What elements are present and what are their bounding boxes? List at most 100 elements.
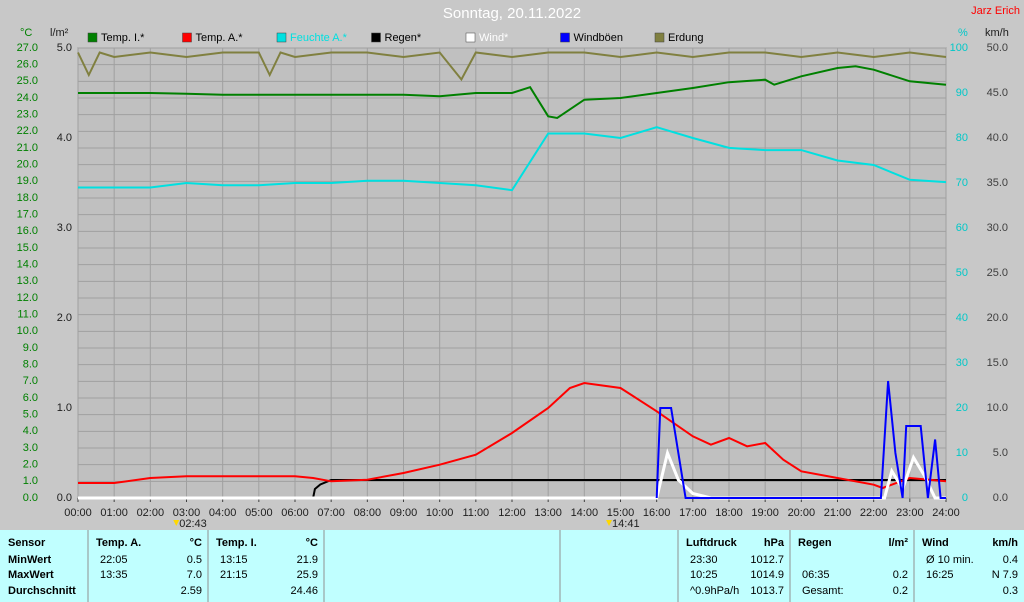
series-line <box>655 380 946 499</box>
x-tick-label: 03:00 <box>173 507 201 519</box>
y4-tick-label: 20.0 <box>987 312 1008 324</box>
y-tick-label: 9.0 <box>23 342 38 354</box>
legend-label: Feuchte A.* <box>290 32 348 44</box>
table-cell: 0.3 <box>1003 585 1018 597</box>
author: Jarz Erich <box>971 5 1020 17</box>
y3-tick-label: 70 <box>956 177 968 189</box>
labels: 00:00 01:00 02:00 03:00 04:00 05:00 06:00 07:00… <box>8 32 1018 602</box>
legend-label: Wind* <box>479 32 509 44</box>
y2-tick-label: 5.0 <box>57 42 72 54</box>
table-cell: 1012.7 <box>750 554 784 566</box>
y4-axis-unit: km/h <box>985 27 1009 39</box>
x-tick-label: 08:00 <box>354 507 382 519</box>
table-cell: 23:30 <box>690 554 718 566</box>
x-tick-label: 11:00 <box>462 507 489 519</box>
x-tick-label: 21:00 <box>824 507 852 519</box>
table-cell: 13:15 <box>220 554 248 566</box>
y-tick-label: 1.0 <box>23 475 38 487</box>
y-tick-label: 8.0 <box>23 359 38 371</box>
y3-tick-label: 80 <box>956 132 968 144</box>
table-header: Temp. I. <box>216 537 257 549</box>
y-tick-label: 20.0 <box>17 159 38 171</box>
y4-tick-label: 45.0 <box>987 87 1008 99</box>
x-tick-label: 17:00 <box>679 507 707 519</box>
table-cell: 1014.9 <box>750 569 784 581</box>
y4-tick-label: 40.0 <box>987 132 1008 144</box>
y-tick-label: 10.0 <box>17 325 38 337</box>
x-tick-label: 00:00 <box>64 507 92 519</box>
annotation-marker <box>606 520 613 526</box>
y3-tick-label: 40 <box>956 312 968 324</box>
annotation-label: 02:43 <box>179 518 207 530</box>
table-cell: ^0.9hPa/h <box>690 585 739 597</box>
table-cell: 22:05 <box>100 554 128 566</box>
y4-tick-label: 30.0 <box>987 222 1008 234</box>
table-cell: 06:35 <box>802 569 830 581</box>
y-tick-label: 22.0 <box>17 125 38 137</box>
table-header: °C <box>306 537 318 549</box>
x-tick-label: 04:00 <box>209 507 237 519</box>
table-cell: 21:15 <box>220 569 248 581</box>
x-tick-label: 16:00 <box>643 507 671 519</box>
y-tick-label: 18.0 <box>17 192 38 204</box>
table-cell: 0.2 <box>893 585 908 597</box>
x-tick-label: 05:00 <box>245 507 273 519</box>
table-cell: 21.9 <box>297 554 318 566</box>
x-tick-label: 13:00 <box>534 507 562 519</box>
table-cell: N 7.9 <box>992 569 1018 581</box>
y3-tick-label: 0 <box>962 492 968 504</box>
y-axis-unit: °C <box>20 27 32 39</box>
y2-axis-unit: l/m² <box>50 27 69 39</box>
grid <box>77 47 947 502</box>
y-tick-label: 6.0 <box>23 392 38 404</box>
y-tick-label: 15.0 <box>17 242 38 254</box>
y-tick-label: 19.0 <box>17 175 38 187</box>
table-cell: Ø 10 min. <box>926 554 974 566</box>
y3-tick-label: 90 <box>956 87 968 99</box>
legend-label: Erdung <box>668 32 703 44</box>
y2-tick-label: 1.0 <box>57 402 72 414</box>
y4-tick-label: 5.0 <box>993 447 1008 459</box>
table-header: Regen <box>798 537 832 549</box>
legend-swatch <box>371 32 381 43</box>
x-tick-label: 12:00 <box>498 507 526 519</box>
y-tick-label: 12.0 <box>17 292 38 304</box>
series-line <box>78 126 947 192</box>
y4-tick-label: 10.0 <box>987 402 1008 414</box>
series-line <box>78 381 947 490</box>
legend-swatch <box>560 32 570 43</box>
x-tick-label: 15:00 <box>607 507 635 519</box>
y4-tick-label: 0.0 <box>993 492 1008 504</box>
y-tick-label: 2.0 <box>23 459 38 471</box>
y-tick-label: 27.0 <box>17 42 38 54</box>
table-header: Luftdruck <box>686 537 738 549</box>
y-tick-label: 14.0 <box>17 259 38 271</box>
stats-table <box>0 530 1024 602</box>
y3-axis-unit: % <box>958 27 968 39</box>
y-tick-label: 13.0 <box>17 275 38 287</box>
annotation-label: 14:41 <box>612 518 640 530</box>
series-line <box>77 51 947 82</box>
x-tick-label: 18:00 <box>715 507 743 519</box>
x-tick-label: 02:00 <box>137 507 165 519</box>
y3-tick-label: 30 <box>956 357 968 369</box>
series-line <box>78 65 947 120</box>
y-tick-label: 21.0 <box>17 142 38 154</box>
legend-swatch <box>182 32 192 43</box>
series-lines <box>77 51 947 500</box>
annotation-marker <box>173 520 180 526</box>
x-tick-label: 14:00 <box>571 507 599 519</box>
y2-tick-label: 2.0 <box>57 312 72 324</box>
table-cell: 13:35 <box>100 569 128 581</box>
legend-label: Temp. I.* <box>101 32 145 44</box>
x-tick-label: 01:00 <box>100 507 128 519</box>
y-tick-label: 25.0 <box>17 75 38 87</box>
legend-label: Regen* <box>385 32 422 44</box>
legend-swatch <box>87 32 98 43</box>
y2-tick-label: 3.0 <box>57 222 72 234</box>
y-tick-label: 4.0 <box>23 425 38 437</box>
table-cell: 0.4 <box>1003 554 1018 566</box>
table-cell: 2.59 <box>181 585 202 597</box>
table-header: l/m² <box>888 537 908 549</box>
